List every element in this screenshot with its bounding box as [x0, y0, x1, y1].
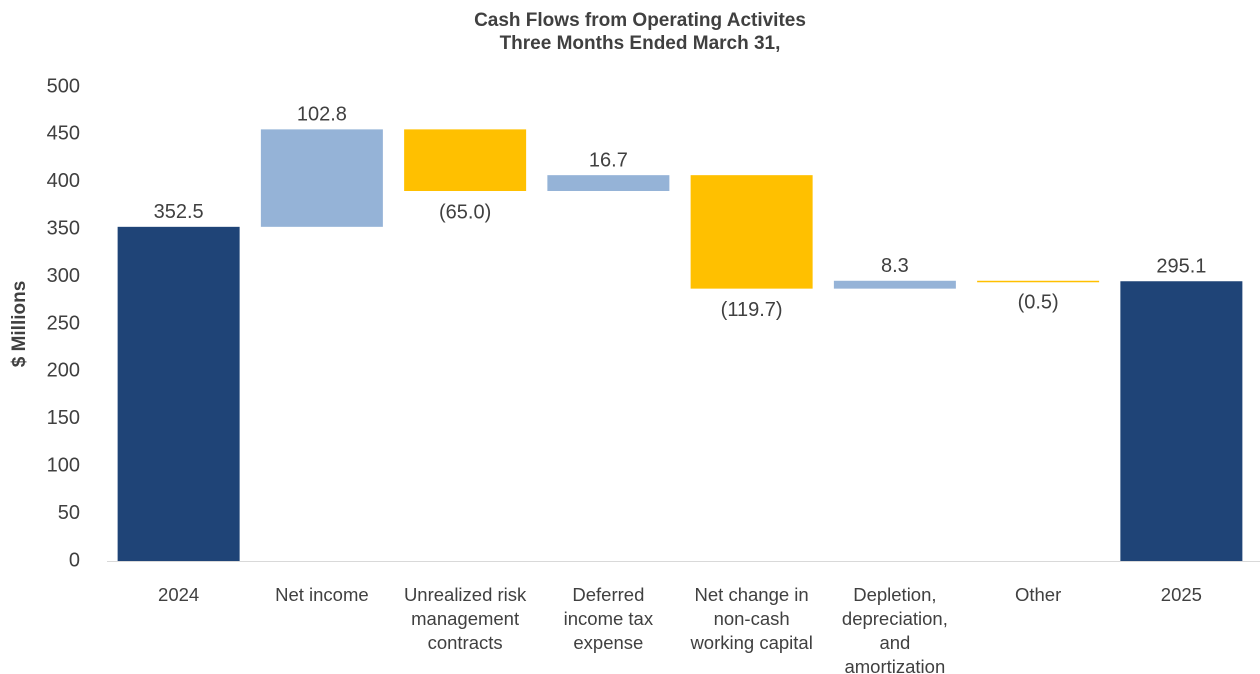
- y-tick-label: 300: [47, 265, 80, 287]
- value-label: (0.5): [1018, 292, 1059, 314]
- x-tick-label: Other: [1014, 584, 1062, 605]
- bar: [1120, 281, 1243, 561]
- bar: [117, 226, 240, 561]
- x-tick-label: Depletion, depreciation, and amortizatio…: [841, 584, 948, 674]
- y-tick-label: 400: [47, 170, 80, 192]
- y-axis-title: $ Millions: [9, 281, 30, 368]
- bar: [404, 129, 527, 191]
- value-label: 8.3: [881, 255, 909, 277]
- x-tick-label: Unrealized risk management contracts: [403, 584, 527, 653]
- x-tick-label: 2025: [1160, 584, 1202, 605]
- bar: [833, 280, 956, 289]
- chart-subtitle: Three Months Ended March 31,: [500, 33, 781, 54]
- y-tick-label: 350: [47, 217, 80, 239]
- y-tick-label: 250: [47, 312, 80, 334]
- x-tick-label: Net income: [275, 584, 369, 605]
- value-label: 295.1: [1156, 256, 1206, 278]
- value-label: (65.0): [439, 201, 491, 223]
- y-tick-label: 150: [47, 407, 80, 429]
- x-tick-label: Net change in non-cash working capital: [690, 584, 813, 653]
- bar: [977, 280, 1100, 283]
- bar: [547, 175, 670, 191]
- y-tick-label: 500: [47, 75, 80, 97]
- value-label: 16.7: [589, 149, 628, 171]
- bar: [260, 129, 383, 227]
- value-label: (119.7): [721, 299, 783, 321]
- value-label: 352.5: [154, 201, 204, 223]
- y-tick-label: 450: [47, 123, 80, 145]
- value-label: 102.8: [297, 104, 347, 126]
- x-tick-label: 2024: [158, 584, 200, 605]
- y-tick-label: 0: [69, 549, 80, 571]
- y-tick-label: 50: [58, 502, 80, 524]
- chart-title: Cash Flows from Operating Activites: [474, 10, 806, 31]
- bar: [690, 175, 813, 289]
- x-tick-label: Deferred income tax expense: [563, 584, 654, 653]
- y-tick-label: 100: [47, 454, 80, 476]
- y-tick-label: 200: [47, 360, 80, 382]
